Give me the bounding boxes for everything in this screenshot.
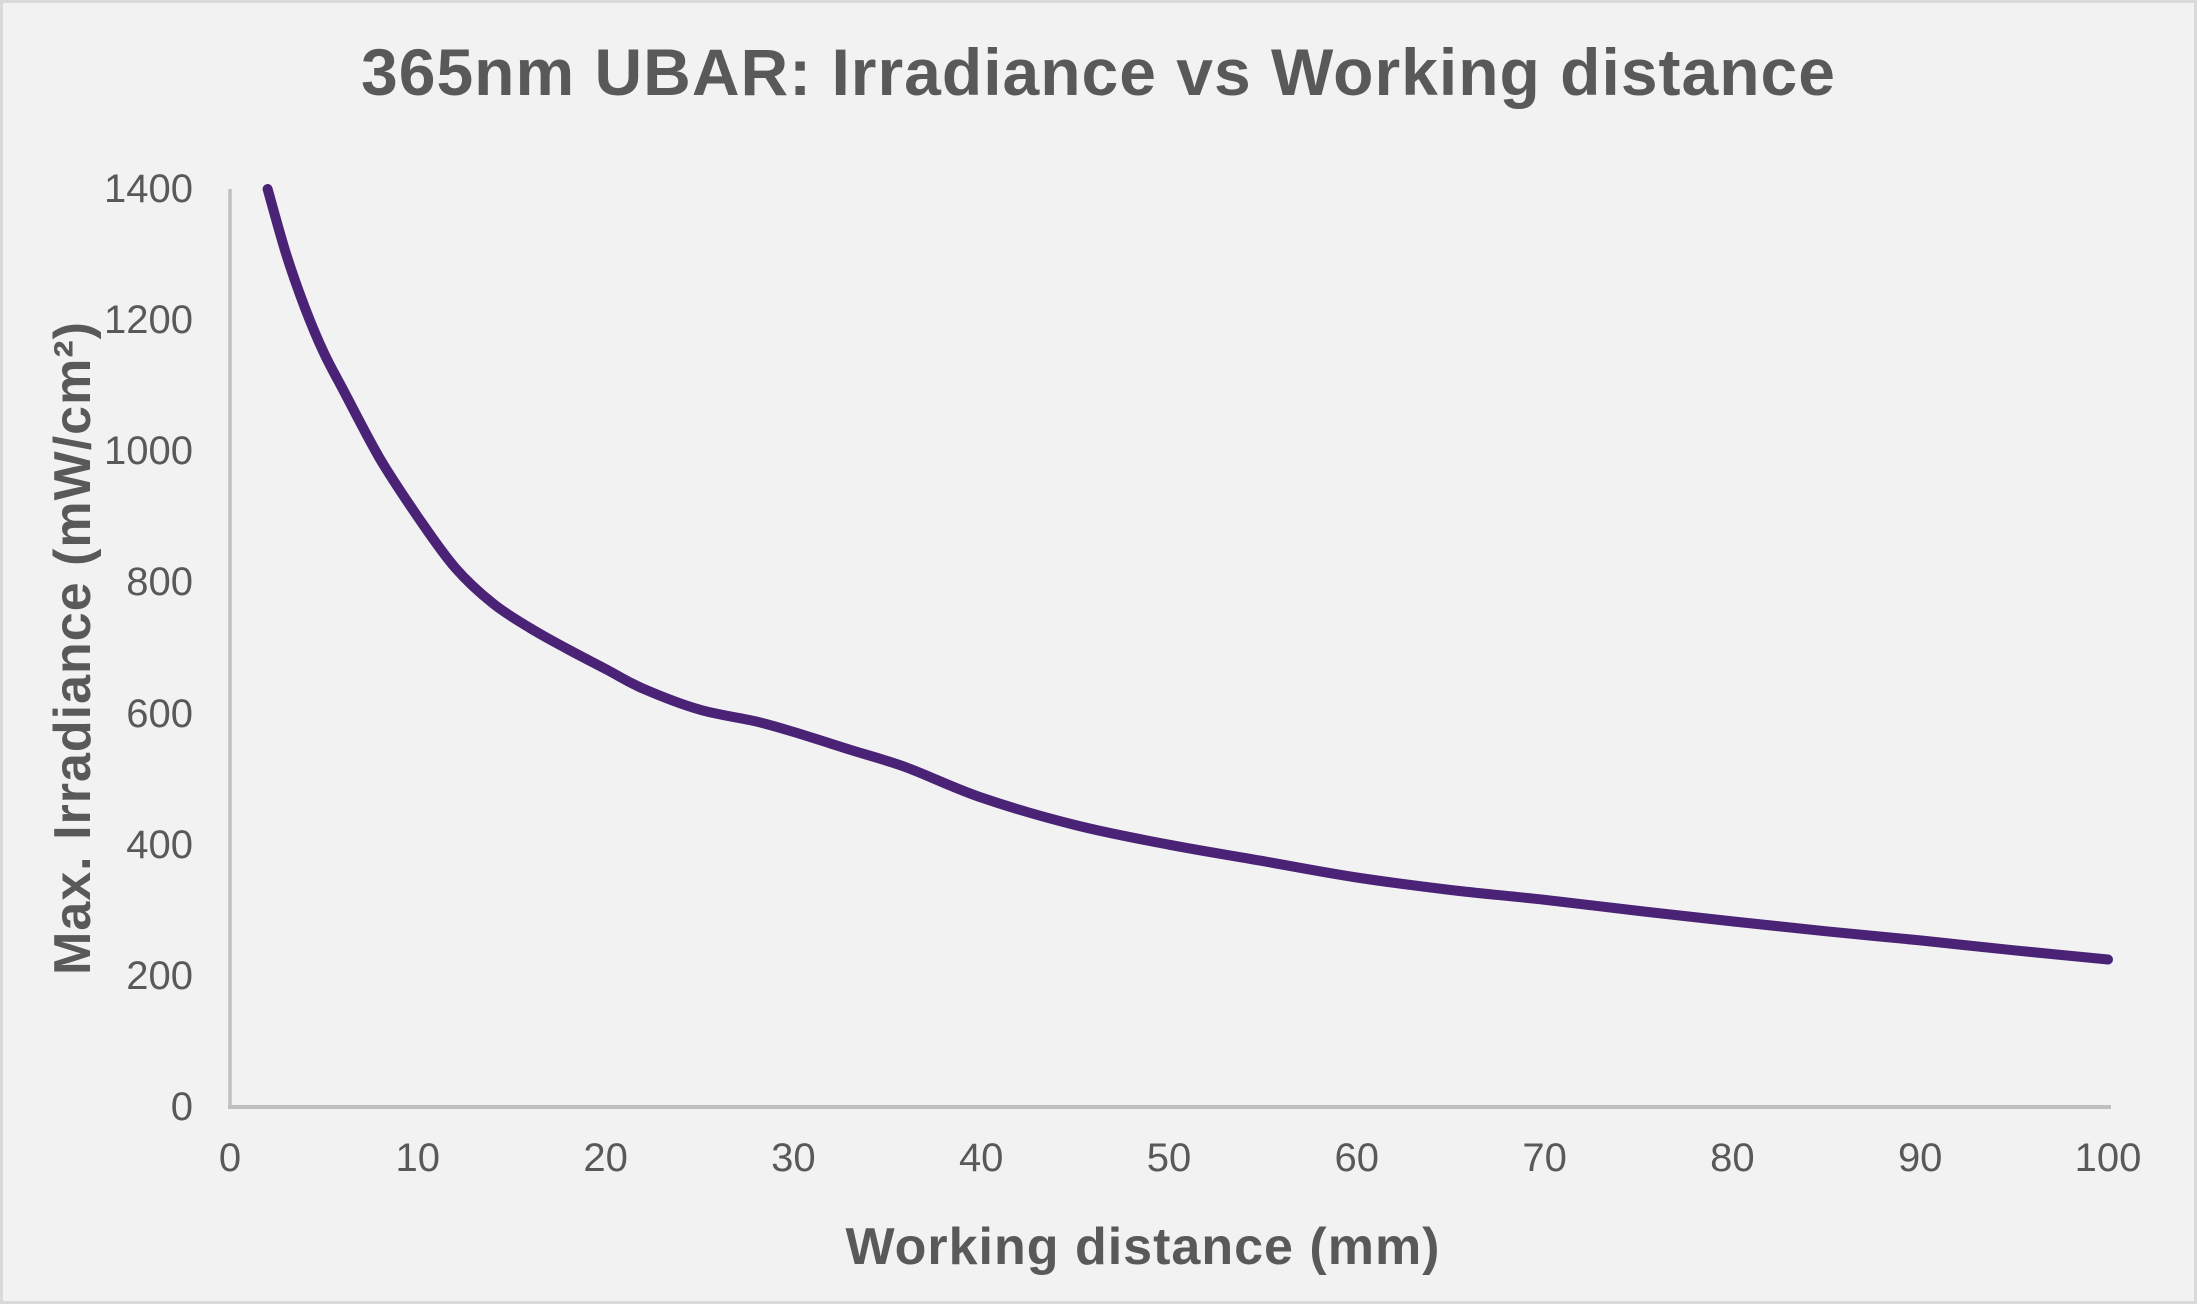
y-tick-label: 400 bbox=[126, 822, 193, 867]
x-tick-label: 100 bbox=[2074, 1136, 2142, 1180]
x-tick-label: 60 bbox=[1334, 1136, 1380, 1180]
x-tick-label: 50 bbox=[1146, 1136, 1192, 1180]
chart-title: 365nm UBAR: Irradiance vs Working distan… bbox=[361, 35, 1836, 109]
x-tick-label: 70 bbox=[1522, 1136, 1567, 1180]
x-tick-label: 80 bbox=[1710, 1136, 1755, 1180]
irradiance-curve bbox=[262, 184, 2113, 965]
x-tick-label: 10 bbox=[395, 1136, 441, 1180]
y-tick-label: 600 bbox=[126, 691, 193, 736]
x-tick-label: 20 bbox=[583, 1136, 628, 1180]
plot-area bbox=[228, 184, 2113, 1109]
x-tick-label: 30 bbox=[771, 1136, 816, 1180]
y-tick-label: 0 bbox=[170, 1085, 193, 1129]
y-tick-label: 200 bbox=[126, 953, 193, 998]
x-axis-title: Working distance (mm) bbox=[845, 1218, 1441, 1276]
y-tick-label: 800 bbox=[126, 560, 193, 605]
y-tick-label: 1400 bbox=[104, 167, 193, 211]
x-tick-label: 90 bbox=[1897, 1136, 1943, 1180]
y-tick-label: 1200 bbox=[104, 298, 193, 343]
x-tick-label: 0 bbox=[218, 1136, 242, 1180]
y-tick-label: 1000 bbox=[104, 429, 193, 474]
x-tick-label: 40 bbox=[958, 1136, 1004, 1180]
